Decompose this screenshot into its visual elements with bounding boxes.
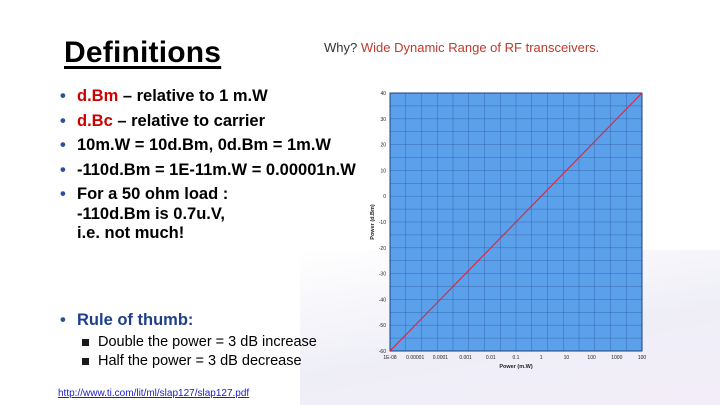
- reference-link[interactable]: http://www.ti.com/lit/ml/slap127/slap127…: [58, 388, 250, 399]
- rule-list: Double the power = 3 dB increase Half th…: [80, 333, 317, 371]
- y-tick-label: 0: [383, 194, 386, 200]
- y-tick-label: -20: [379, 246, 386, 252]
- x-tick-label: 1000: [611, 355, 622, 361]
- y-tick-label: -60: [379, 349, 386, 355]
- bullet-text: – relative to carrier: [112, 111, 266, 130]
- x-tick-label: 0.1: [513, 355, 520, 361]
- y-tick-label: -30: [379, 272, 386, 278]
- bullet-dbm: d.Bm – relative to 1 m.W: [60, 87, 380, 107]
- x-tick-label: 0.01: [486, 355, 496, 361]
- x-tick-label: 1: [540, 355, 543, 361]
- subtitle-prefix: Why?: [324, 40, 358, 55]
- x-tick-label: 1E-08: [383, 355, 397, 361]
- bullet-minus110: -110d.Bm = 1E-11m.W = 0.00001n.W: [60, 161, 380, 181]
- y-tick-label: 20: [380, 143, 386, 149]
- y-tick-label: -40: [379, 297, 386, 303]
- x-tick-label: 0.001: [459, 355, 472, 361]
- x-tick-label: 100: [587, 355, 596, 361]
- x-tick-label: 100: [638, 355, 647, 361]
- bullet-term: d.Bm: [77, 87, 119, 105]
- bullet-term: d.Bc: [77, 111, 113, 130]
- bullet-50ohm: For a 50 ohm load : -110d.Bm is 0.7u.V, …: [60, 185, 380, 244]
- bullet-text: -110d.Bm = 1E-11m.W = 0.00001n.W: [77, 160, 356, 179]
- bullet-text: – relative to 1 m.W: [118, 87, 268, 105]
- y-tick-label: 40: [380, 91, 386, 97]
- bullet-line: i.e. not much!: [77, 224, 185, 242]
- definitions-list: d.Bm – relative to 1 m.W d.Bc – relative…: [60, 87, 380, 249]
- y-tick-label: 30: [380, 117, 386, 123]
- x-tick-label: 0.00001: [406, 355, 424, 361]
- subtitle: Why? Wide Dynamic Range of RF transceive…: [324, 40, 599, 55]
- rule-heading: Rule of thumb:: [60, 311, 317, 330]
- y-tick-label: -10: [379, 220, 386, 226]
- bullet-text: 10m.W = 10d.Bm, 0d.Bm = 1m.W: [77, 136, 331, 154]
- y-axis-label: Power (d.Bm): [370, 204, 376, 240]
- rule-of-thumb: Rule of thumb: Double the power = 3 dB i…: [60, 311, 317, 371]
- bullet-conversion: 10m.W = 10d.Bm, 0d.Bm = 1m.W: [60, 136, 380, 156]
- x-tick-label: 0.0001: [433, 355, 449, 361]
- x-axis-label: Power (m.W): [499, 364, 532, 370]
- y-tick-label: -50: [379, 323, 386, 329]
- y-tick-label: 10: [380, 168, 386, 174]
- bullet-line: -110d.Bm is 0.7u.V,: [77, 204, 225, 223]
- rule-item: Double the power = 3 dB increase: [80, 333, 317, 352]
- bullet-line: For a 50 ohm load :: [77, 185, 229, 203]
- bullet-dbc: d.Bc – relative to carrier: [60, 112, 380, 132]
- subtitle-accent: Wide Dynamic Range of RF transceivers.: [360, 40, 600, 55]
- x-tick-label: 10: [564, 355, 570, 361]
- series-line-dbm: [389, 92, 643, 352]
- page-title: Definitions: [64, 36, 222, 69]
- rule-item: Half the power = 3 dB decrease: [80, 352, 317, 371]
